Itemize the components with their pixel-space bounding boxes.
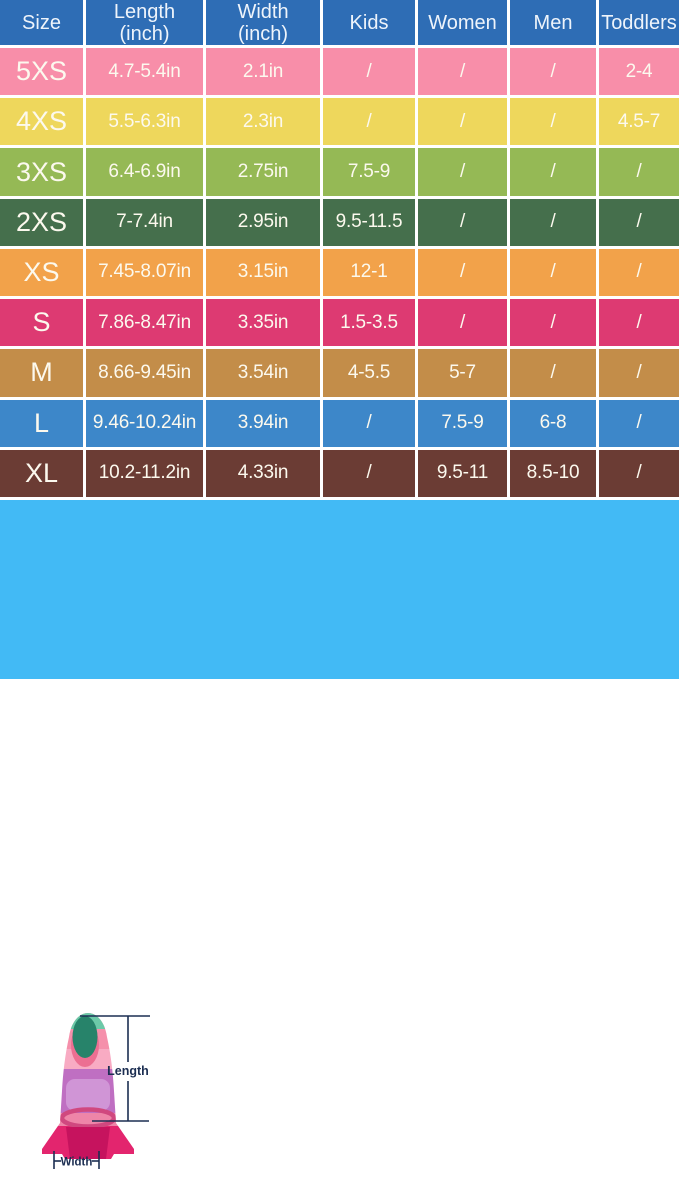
row-label-s: S <box>0 299 83 347</box>
cell-m-men: / <box>510 349 596 397</box>
row-label-5xs: 5XS <box>0 48 83 96</box>
fin-diagram: Length Width <box>42 1013 150 1169</box>
cell-5xs-width: 2.1in <box>206 48 320 96</box>
column-header-toddlers: Toddlers <box>599 0 679 45</box>
cell-4xs-length: 5.5-6.3in <box>86 98 203 146</box>
row-label-xl: XL <box>0 449 83 497</box>
cell-l-length: 9.46-10.24in <box>86 399 203 447</box>
row-label-4xs: 4XS <box>0 98 83 146</box>
cell-s-toddlers: / <box>599 299 679 347</box>
cell-l-toddlers: / <box>599 399 679 447</box>
cell-xs-men: / <box>510 248 596 297</box>
column-header-kids: Kids <box>323 0 415 45</box>
row-label-m: M <box>0 349 83 397</box>
cell-m-kids: 4-5.5 <box>323 349 415 397</box>
cell-4xs-men: / <box>510 98 596 146</box>
cell-l-kids: / <box>323 399 415 447</box>
cell-m-length: 8.66-9.45in <box>86 349 203 397</box>
cell-2xs-length: 7-7.4in <box>86 198 203 246</box>
cell-m-women: 5-7 <box>418 349 507 397</box>
cell-xl-men: 8.5-10 <box>510 449 596 497</box>
cell-xl-women: 9.5-11 <box>418 449 507 497</box>
cell-xs-kids: 12-1 <box>323 248 415 297</box>
cell-3xs-length: 6.4-6.9in <box>86 148 203 196</box>
cell-2xs-width: 2.95in <box>206 198 320 246</box>
cell-s-kids: 1.5-3.5 <box>323 299 415 347</box>
note-line-4: (the tolerance is 0.4-0.7 inches). <box>238 1134 510 1156</box>
cell-m-width: 3.54in <box>206 349 320 397</box>
column-header-width: Width (inch) <box>206 0 320 45</box>
cell-5xs-men: / <box>510 48 596 96</box>
row-label-3xs: 3XS <box>0 148 83 196</box>
cell-xs-width: 3.15in <box>206 248 320 297</box>
bottom-section: Length Width NOTE:Please measure length … <box>0 500 679 1169</box>
note-line-1: NOTE:Please measure length and width <box>238 1022 579 1043</box>
cell-l-women: 7.5-9 <box>418 399 507 447</box>
width-label: Width <box>61 1157 93 1169</box>
cell-2xs-men: / <box>510 198 596 246</box>
row-label-xs: XS <box>0 248 83 297</box>
cell-2xs-women: / <box>418 198 507 246</box>
note-text: NOTE:Please measure length and width of … <box>238 1014 663 1164</box>
column-header-men: Men <box>510 0 596 45</box>
cell-m-toddlers: / <box>599 349 679 397</box>
cell-2xs-toddlers: / <box>599 198 679 246</box>
row-label-l: L <box>0 399 83 447</box>
cell-xs-toddlers: / <box>599 248 679 297</box>
cell-l-men: 6-8 <box>510 399 596 447</box>
cell-3xs-width: 2.75in <box>206 148 320 196</box>
fin-illustration <box>42 1013 134 1159</box>
cell-xl-kids: / <box>323 449 415 497</box>
cell-3xs-women: / <box>418 148 507 196</box>
cell-xl-length: 10.2-11.2in <box>86 449 203 497</box>
cell-3xs-men: / <box>510 148 596 196</box>
column-header-women: Women <box>418 0 507 45</box>
cell-s-width: 3.35in <box>206 299 320 347</box>
fin-tip-opening <box>72 1016 98 1058</box>
cell-2xs-kids: 9.5-11.5 <box>323 198 415 246</box>
cell-5xs-length: 4.7-5.4in <box>86 48 203 96</box>
cell-5xs-women: / <box>418 48 507 96</box>
cell-3xs-toddlers: / <box>599 148 679 196</box>
note-line-2: of your feet first, then choose an <box>238 1059 510 1081</box>
note-label: NOTE: <box>238 1022 298 1043</box>
row-label-2xs: 2XS <box>0 198 83 246</box>
cell-l-width: 3.94in <box>206 399 320 447</box>
column-header-length: Length (inch) <box>86 0 203 45</box>
cell-s-women: / <box>418 299 507 347</box>
size-chart-table: Size Length (inch) Width (inch) Kids Women Me… <box>0 0 679 500</box>
cell-xl-width: 4.33in <box>206 449 320 497</box>
cell-4xs-women: / <box>418 98 507 146</box>
cell-xl-toddlers: / <box>599 449 679 497</box>
cell-3xs-kids: 7.5-9 <box>323 148 415 196</box>
column-header-size: Size <box>0 0 83 45</box>
cell-s-length: 7.86-8.47in <box>86 299 203 347</box>
cell-xs-length: 7.45-8.07in <box>86 248 203 297</box>
cell-4xs-kids: / <box>323 98 415 146</box>
cell-xs-women: / <box>418 248 507 297</box>
cell-5xs-toddlers: 2-4 <box>599 48 679 96</box>
length-label: Length <box>107 1064 149 1078</box>
cell-4xs-toddlers: 4.5-7 <box>599 98 679 146</box>
cell-4xs-width: 2.3in <box>206 98 320 146</box>
cell-s-men: / <box>510 299 596 347</box>
cell-5xs-kids: / <box>323 48 415 96</box>
note-line-3: appropriate US size in the size chart <box>238 1097 544 1118</box>
